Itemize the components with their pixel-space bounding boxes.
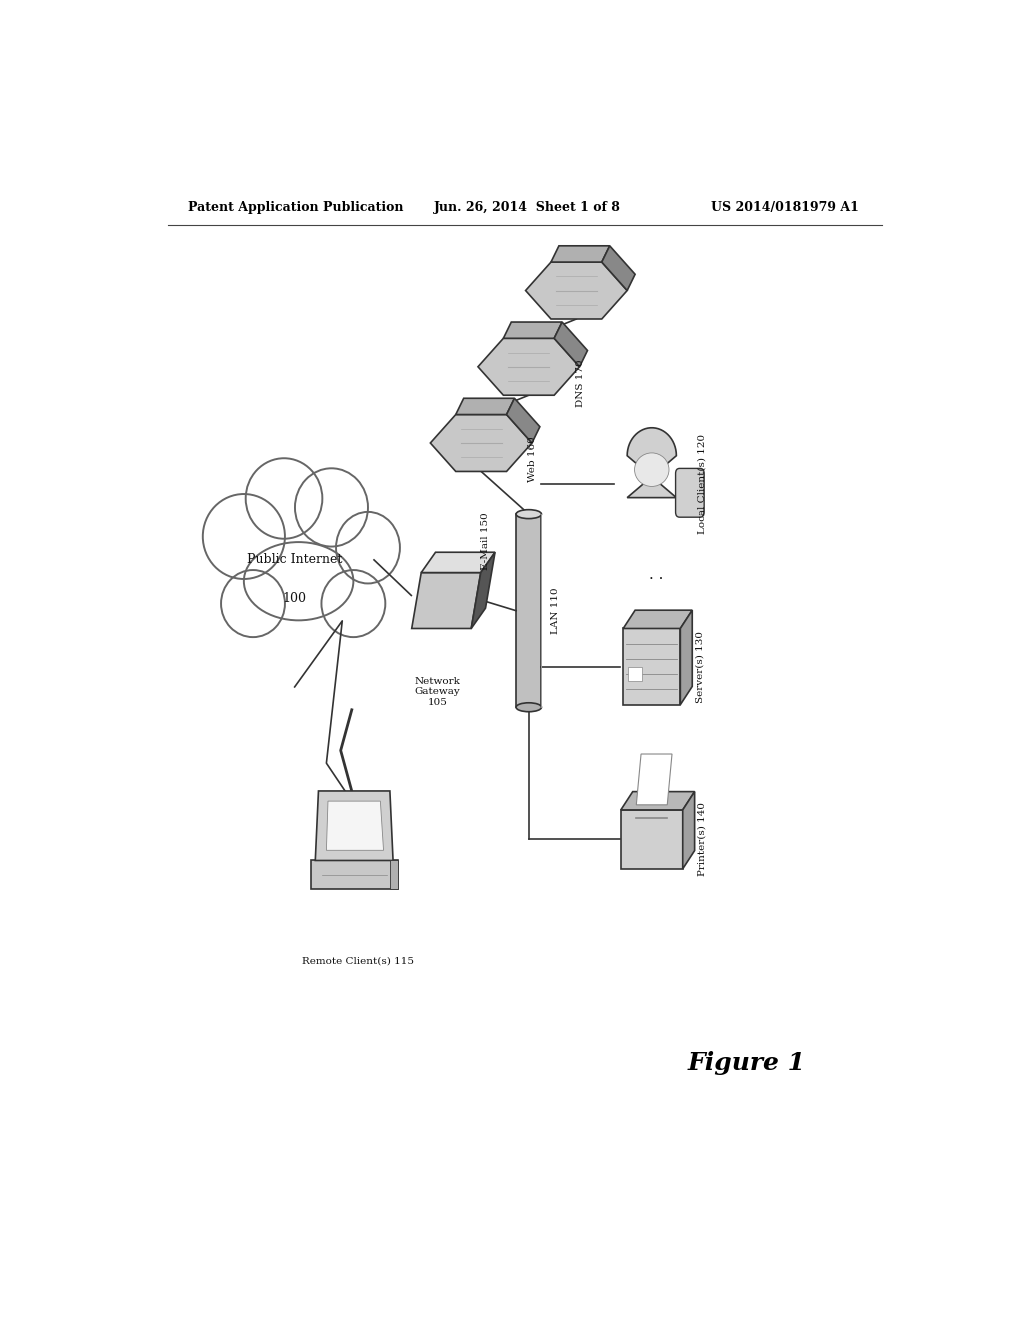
Polygon shape	[478, 338, 580, 395]
Polygon shape	[516, 515, 542, 708]
Text: . .: . .	[648, 568, 663, 582]
Polygon shape	[680, 610, 692, 705]
Polygon shape	[412, 573, 480, 628]
Ellipse shape	[244, 543, 353, 620]
Polygon shape	[683, 792, 694, 869]
Polygon shape	[507, 399, 540, 444]
Text: Patent Application Publication: Patent Application Publication	[187, 201, 403, 214]
Polygon shape	[624, 628, 680, 705]
Polygon shape	[602, 246, 635, 290]
Ellipse shape	[336, 512, 400, 583]
Text: Figure 1: Figure 1	[688, 1051, 806, 1074]
Ellipse shape	[322, 570, 385, 638]
Text: Network
Gateway
105: Network Gateway 105	[415, 677, 461, 706]
Ellipse shape	[203, 494, 285, 579]
Polygon shape	[554, 322, 588, 367]
Polygon shape	[327, 801, 384, 850]
Ellipse shape	[516, 702, 542, 711]
Ellipse shape	[246, 458, 323, 539]
Polygon shape	[430, 414, 531, 471]
Polygon shape	[621, 792, 694, 810]
Polygon shape	[471, 552, 495, 628]
Polygon shape	[390, 861, 397, 890]
FancyBboxPatch shape	[628, 667, 642, 681]
Text: DNS 170: DNS 170	[575, 359, 585, 408]
Polygon shape	[525, 263, 627, 319]
Polygon shape	[315, 791, 393, 861]
Polygon shape	[551, 246, 609, 263]
Text: E-Mail 150: E-Mail 150	[480, 512, 489, 570]
Polygon shape	[456, 399, 514, 414]
FancyBboxPatch shape	[676, 469, 705, 517]
Polygon shape	[504, 322, 562, 338]
Text: LAN 110: LAN 110	[551, 587, 560, 634]
Text: Jun. 26, 2014  Sheet 1 of 8: Jun. 26, 2014 Sheet 1 of 8	[433, 201, 621, 214]
Polygon shape	[624, 610, 692, 628]
Text: Public Internet: Public Internet	[247, 553, 342, 566]
Text: US 2014/0181979 A1: US 2014/0181979 A1	[712, 201, 859, 214]
Text: 100: 100	[283, 591, 306, 605]
Text: Printer(s) 140: Printer(s) 140	[697, 803, 707, 876]
Text: Local Client(s) 120: Local Client(s) 120	[697, 433, 707, 533]
Ellipse shape	[516, 510, 542, 519]
Ellipse shape	[295, 469, 368, 546]
Polygon shape	[621, 810, 683, 869]
Ellipse shape	[635, 453, 669, 487]
Ellipse shape	[221, 570, 285, 638]
Polygon shape	[310, 861, 397, 890]
Text: Web 160: Web 160	[528, 436, 538, 482]
Polygon shape	[421, 552, 495, 573]
Polygon shape	[636, 754, 672, 805]
Text: Server(s) 130: Server(s) 130	[695, 631, 705, 702]
Text: Remote Client(s) 115: Remote Client(s) 115	[302, 956, 414, 965]
Polygon shape	[627, 428, 677, 498]
